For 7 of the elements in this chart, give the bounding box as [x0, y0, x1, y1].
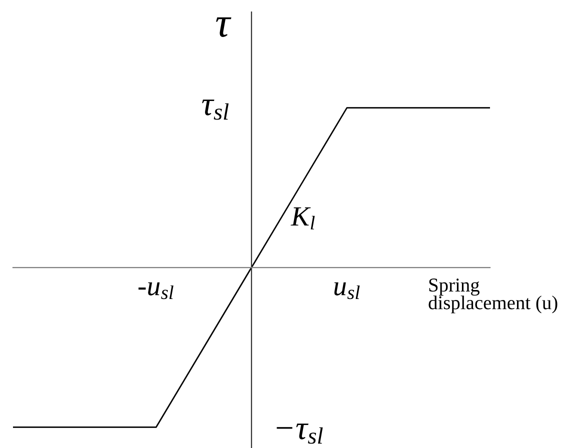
y-axis-title: τ [216, 17, 232, 37]
x-tick-label: u$_{sl}$ [334, 282, 360, 300]
annotation: −τ$_{sl}$ [276, 424, 323, 444]
x-axis-title: Spring displacement (u) [428, 278, 558, 314]
annotation: τ$_{sl}$ [202, 100, 229, 120]
annotation: K$_{l}$ [290, 207, 315, 230]
x-tick-label: -u$_{sl}$ [138, 282, 174, 300]
